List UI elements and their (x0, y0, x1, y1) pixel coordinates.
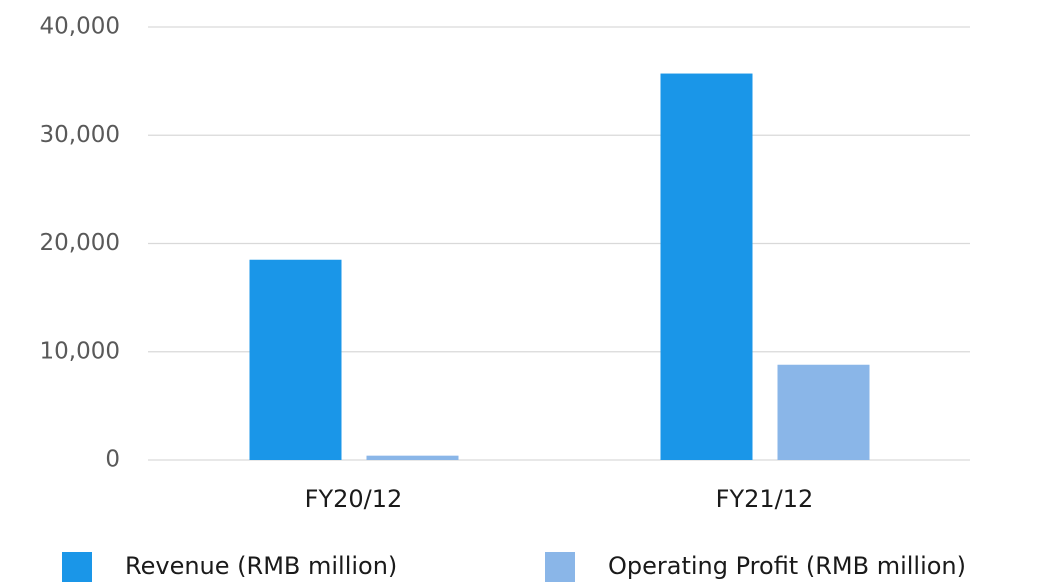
bar (249, 259, 342, 460)
bar (660, 73, 753, 461)
legend-swatch (62, 552, 92, 582)
bar (366, 455, 459, 460)
legend-swatch (545, 552, 575, 582)
legend-label: Operating Profit (RMB million) (608, 552, 966, 580)
y-tick-label: 0 (105, 447, 120, 473)
x-tick-label: FY20/12 (305, 485, 403, 513)
y-tick-label: 20,000 (40, 230, 120, 256)
legend-label: Revenue (RMB million) (125, 552, 397, 580)
y-tick-label: 30,000 (40, 122, 120, 148)
y-tick-label: 40,000 (40, 14, 120, 40)
y-tick-label: 10,000 (40, 338, 120, 364)
x-tick-label: FY21/12 (716, 485, 814, 513)
bar (777, 364, 870, 460)
